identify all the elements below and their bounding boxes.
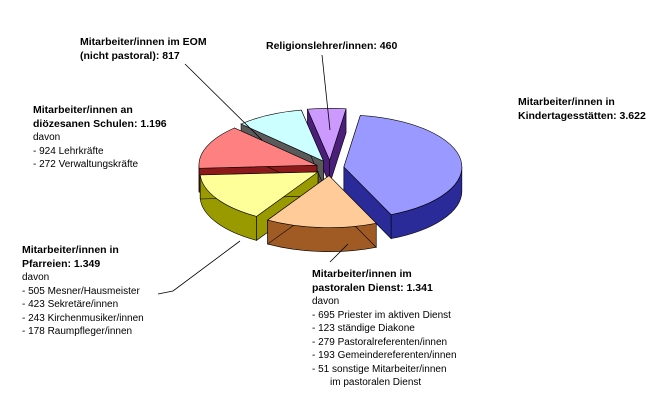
label-pfarreien-detail-3: - 243 Kirchenmusiker/innen [22,312,144,324]
label-schulen: Mitarbeiter/innen an diözesanen Schulen:… [33,103,167,172]
label-eom-line-2: (nicht pastoral): 817 [80,50,180,62]
label-pfarreien-detail-4: - 178 Raumpfleger/innen [22,326,133,337]
label-pfarreien-detail-0: davon [22,272,50,283]
label-pastoral: Mitarbeiter/innen im pastoralen Dienst: … [312,267,457,390]
label-schulen-detail-2: - 272 Verwaltungskräfte [33,159,139,170]
label-religion: Religionslehrer/innen: 460 [266,39,397,53]
slice-kita [343,115,463,240]
leader-pastoral [329,243,349,263]
leader-pfarreien [157,240,241,295]
label-kita-line-2: Kindertagesstätten: 3.622 [518,110,646,122]
label-schulen-line-2: diözesanen Schulen: 1.196 [33,118,167,130]
leader-religion [321,54,331,131]
slice-schulen-top [198,127,318,169]
slice-religion [306,108,347,185]
label-pfarreien-detail-1: - 505 Mesner/Hausmeister [22,285,140,297]
label-schulen-detail-0: davon [33,132,61,143]
label-schulen-line-1: Mitarbeiter/innen an [33,104,133,116]
label-pastoral-detail-1: - 695 Priester im aktiven Dienst [312,309,451,321]
label-pfarreien-detail-2: - 423 Sekretäre/innen [22,299,119,310]
pie-slices [198,108,463,252]
label-pastoral-detail-3: - 279 Pastoralreferenten/innen [312,336,448,348]
label-religion-line-1: Religionslehrer/innen: 460 [266,40,398,52]
label-pfarreien-line-2: Pfarreien: 1.349 [22,258,101,270]
label-pastoral-line-1: Mitarbeiter/innen im [312,268,412,280]
leader-eom [184,63,263,141]
label-kita-line-1: Mitarbeiter/innen in [518,96,615,108]
label-pastoral-detail-2: - 123 ständige Diakone [312,323,415,334]
label-pfarreien: Mitarbeiter/innen in Pfarreien: 1.349 da… [22,243,144,339]
label-pastoral-detail-4: - 193 Gemeindereferenten/innen [312,350,457,361]
slice-religion-top [306,108,347,162]
label-pastoral-detail-6: im pastoralen Dienst [330,377,422,388]
leader-lines [157,54,349,295]
label-schulen-detail-1: - 924 Lehrkräfte [33,145,104,157]
label-pastoral-detail-0: davon [312,296,340,307]
slice-pastoral [266,174,377,252]
label-pastoral-line-2: pastoralen Dienst: 1.341 [312,282,433,294]
label-eom-line-1: Mitarbeiter/innen im EOM [80,36,207,48]
slice-eom-top [240,109,325,162]
slice-pfarreien-top [199,171,319,217]
label-kita: Mitarbeiter/innen in Kindertagesstätten:… [518,95,646,123]
label-eom: Mitarbeiter/innen im EOM (nicht pastoral… [80,35,207,63]
slice-kita-top [343,115,463,215]
slice-pastoral-top [266,175,377,228]
label-pastoral-detail-5: - 51 sonstige Mitarbeiter/innen [312,363,447,375]
label-pfarreien-line-1: Mitarbeiter/innen in [22,244,119,256]
